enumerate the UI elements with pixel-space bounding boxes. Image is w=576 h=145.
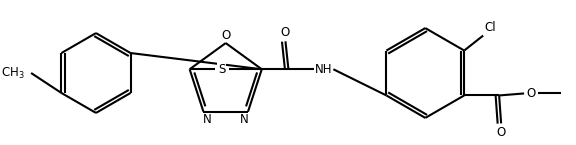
Text: S: S: [218, 63, 225, 76]
Text: NH: NH: [314, 63, 332, 76]
Text: CH$_3$: CH$_3$: [1, 65, 25, 81]
Text: O: O: [497, 126, 506, 139]
Text: N: N: [203, 113, 212, 126]
Text: O: O: [281, 26, 290, 39]
Text: O: O: [526, 87, 536, 100]
Text: O: O: [221, 29, 230, 42]
Text: N: N: [240, 113, 248, 126]
Text: Cl: Cl: [484, 21, 496, 34]
